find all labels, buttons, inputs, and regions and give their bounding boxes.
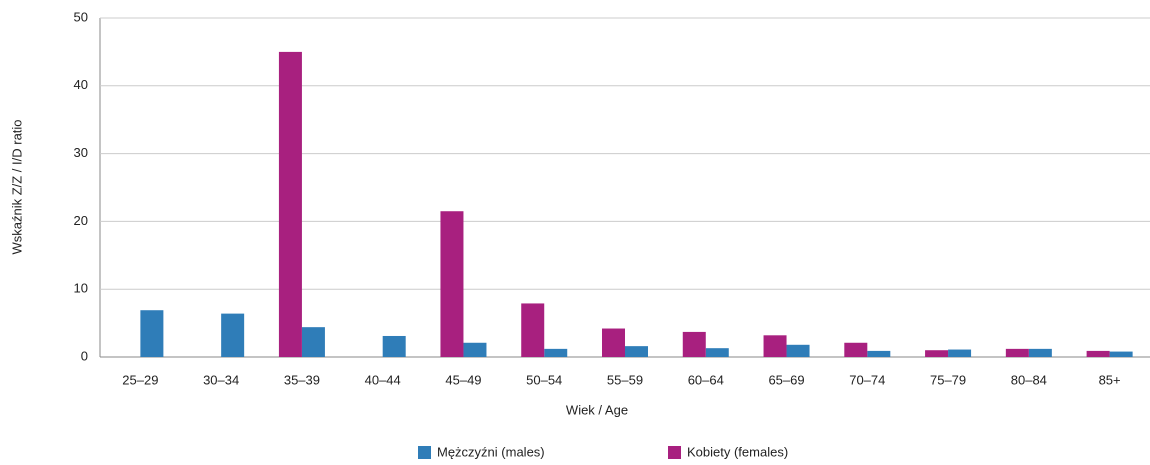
legend-swatch: [668, 446, 681, 459]
bar: [1005, 348, 1029, 357]
x-tick-label: 25–29: [122, 372, 158, 387]
x-tick-label: 35–39: [284, 372, 320, 387]
x-tick-label: 45–49: [445, 372, 481, 387]
x-tick-label: 75–79: [930, 372, 966, 387]
x-tick-label: 65–69: [768, 372, 804, 387]
bar: [705, 348, 729, 357]
x-axis-label: Wiek / Age: [566, 402, 628, 417]
bar: [221, 313, 245, 357]
bar: [278, 51, 302, 358]
bar: [925, 350, 949, 357]
bar: [867, 350, 891, 357]
bar: [463, 342, 487, 357]
y-tick-label: 0: [81, 348, 88, 363]
bar: [140, 310, 164, 357]
x-tick-label: 85+: [1099, 372, 1121, 387]
x-tick-label: 55–59: [607, 372, 643, 387]
bar: [763, 335, 787, 357]
x-tick-label: 30–34: [203, 372, 239, 387]
y-tick-label: 40: [74, 77, 88, 92]
bar: [440, 211, 464, 357]
y-tick-label: 20: [74, 213, 88, 228]
legend-swatch: [418, 446, 431, 459]
bar: [844, 342, 868, 357]
y-tick-label: 50: [74, 9, 88, 24]
y-tick-label: 30: [74, 145, 88, 160]
x-tick-label: 70–74: [849, 372, 885, 387]
y-axis-label: Wskaźnik Z/Z / I/D ratio: [9, 119, 24, 254]
bar: [1109, 351, 1133, 357]
bar: [948, 349, 972, 357]
bar: [301, 327, 325, 357]
x-tick-label: 50–54: [526, 372, 562, 387]
bar: [682, 331, 706, 357]
bar: [1028, 348, 1052, 357]
bar: [521, 303, 545, 357]
x-tick-label: 40–44: [365, 372, 401, 387]
bar: [544, 348, 568, 357]
bar: [602, 328, 625, 357]
legend-label: Mężczyźni (males): [437, 444, 545, 459]
legend-label: Kobiety (females): [687, 444, 788, 459]
x-tick-label: 60–64: [688, 372, 724, 387]
bar: [1086, 350, 1110, 357]
x-tick-label: 80–84: [1011, 372, 1047, 387]
bar: [382, 335, 406, 357]
bar: [786, 344, 810, 357]
bar: [625, 346, 648, 357]
y-tick-label: 10: [74, 281, 88, 296]
